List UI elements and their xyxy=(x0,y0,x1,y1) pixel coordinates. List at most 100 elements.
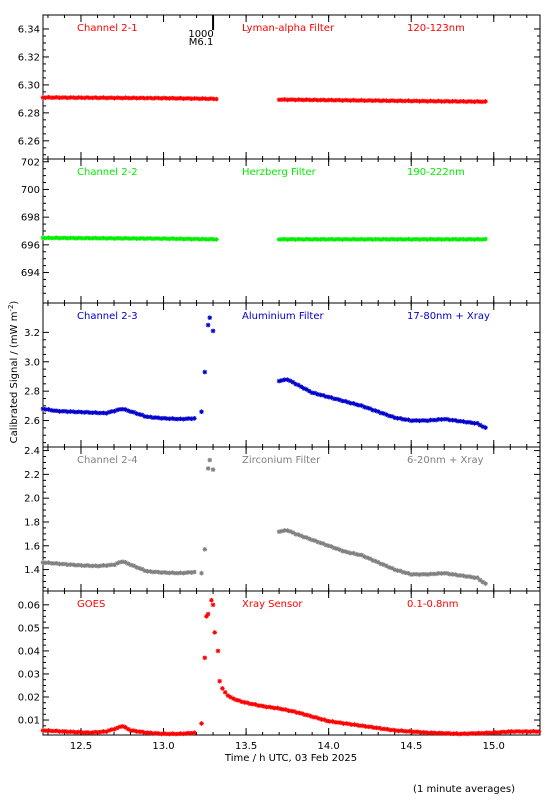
data-point xyxy=(503,729,509,735)
data-point xyxy=(395,568,400,573)
data-point xyxy=(68,409,73,414)
data-point xyxy=(126,726,131,732)
data-point xyxy=(500,729,506,735)
data-point xyxy=(326,97,331,103)
data-point xyxy=(181,731,186,737)
data-point xyxy=(318,97,323,103)
data-point xyxy=(436,570,442,576)
data-point xyxy=(214,237,219,242)
panel-band-label: 190-222nm xyxy=(407,167,465,178)
data-point xyxy=(65,95,71,101)
averaging-footnote: (1 minute averages) xyxy=(413,784,515,795)
data-point xyxy=(356,237,362,242)
data-point xyxy=(279,378,285,383)
data-point xyxy=(98,235,104,241)
data-point xyxy=(452,236,458,242)
data-point xyxy=(214,96,219,102)
data-point xyxy=(480,99,486,105)
data-point xyxy=(357,723,363,729)
data-point xyxy=(474,575,480,580)
data-point xyxy=(417,418,422,424)
data-point xyxy=(351,401,356,406)
data-point xyxy=(145,95,150,101)
data-point xyxy=(331,545,337,551)
data-point xyxy=(285,528,290,533)
data-point xyxy=(430,98,436,104)
data-point xyxy=(304,535,309,540)
data-point xyxy=(200,236,205,242)
data-point xyxy=(397,568,403,574)
data-point xyxy=(356,552,362,558)
data-point xyxy=(192,416,197,421)
panel-channel-label: GOES xyxy=(77,599,105,610)
data-point xyxy=(170,731,175,736)
data-point xyxy=(359,236,364,242)
data-point xyxy=(57,729,62,734)
data-point xyxy=(131,95,137,101)
data-point xyxy=(51,95,57,100)
data-point xyxy=(403,98,409,104)
data-point xyxy=(445,730,451,736)
data-point xyxy=(228,694,233,700)
data-point xyxy=(419,98,425,104)
data-point xyxy=(192,569,197,575)
data-point xyxy=(461,99,466,104)
data-point xyxy=(466,236,472,242)
y-tick-label: 696 xyxy=(21,240,40,251)
data-point xyxy=(374,725,379,731)
data-point xyxy=(92,95,98,100)
data-point xyxy=(385,726,390,732)
data-point xyxy=(150,236,156,242)
data-point xyxy=(517,729,522,734)
data-point xyxy=(444,416,450,422)
y-tick-label: 1.4 xyxy=(24,565,40,576)
data-point xyxy=(120,236,126,241)
data-point xyxy=(137,236,142,241)
data-point xyxy=(62,729,68,734)
x-tick-label: 15.0 xyxy=(483,741,505,752)
data-point xyxy=(296,97,301,102)
data-point xyxy=(337,97,342,103)
panel-band-label: 120-123nm xyxy=(407,23,465,34)
data-point xyxy=(467,731,473,736)
data-point xyxy=(170,570,175,575)
data-point xyxy=(276,378,282,384)
data-point xyxy=(477,577,483,583)
data-point xyxy=(109,409,115,414)
data-point xyxy=(167,731,172,737)
data-point xyxy=(282,97,287,102)
data-point xyxy=(115,235,120,241)
data-point xyxy=(70,235,76,241)
data-point xyxy=(323,394,329,399)
data-point xyxy=(68,729,73,734)
data-point xyxy=(422,236,428,242)
data-point xyxy=(290,236,296,242)
panel-filter-label: Xray Sensor xyxy=(242,599,303,610)
data-point xyxy=(354,722,360,728)
data-point xyxy=(298,384,304,389)
data-point xyxy=(161,95,167,101)
data-point xyxy=(478,730,484,736)
data-point xyxy=(131,728,137,733)
data-point xyxy=(62,408,68,414)
panel-channel-2-1: 6.26 6.28 6.30 6.32 6.34 Channel 2-1 Lyman-alp… xyxy=(18,14,541,160)
data-point xyxy=(194,96,200,101)
data-point xyxy=(432,730,437,736)
data-point xyxy=(48,728,54,734)
data-point xyxy=(367,98,373,103)
data-point xyxy=(244,700,250,705)
data-point xyxy=(79,409,84,415)
data-point xyxy=(433,99,439,104)
data-point xyxy=(439,417,444,422)
data-point xyxy=(150,96,156,101)
data-point xyxy=(309,237,315,242)
data-point xyxy=(54,235,60,241)
data-point xyxy=(421,730,426,735)
data-point xyxy=(408,98,414,104)
data-point xyxy=(408,572,414,577)
data-point xyxy=(128,95,134,101)
data-point xyxy=(84,95,90,100)
data-point xyxy=(269,705,275,710)
data-point xyxy=(430,417,436,423)
